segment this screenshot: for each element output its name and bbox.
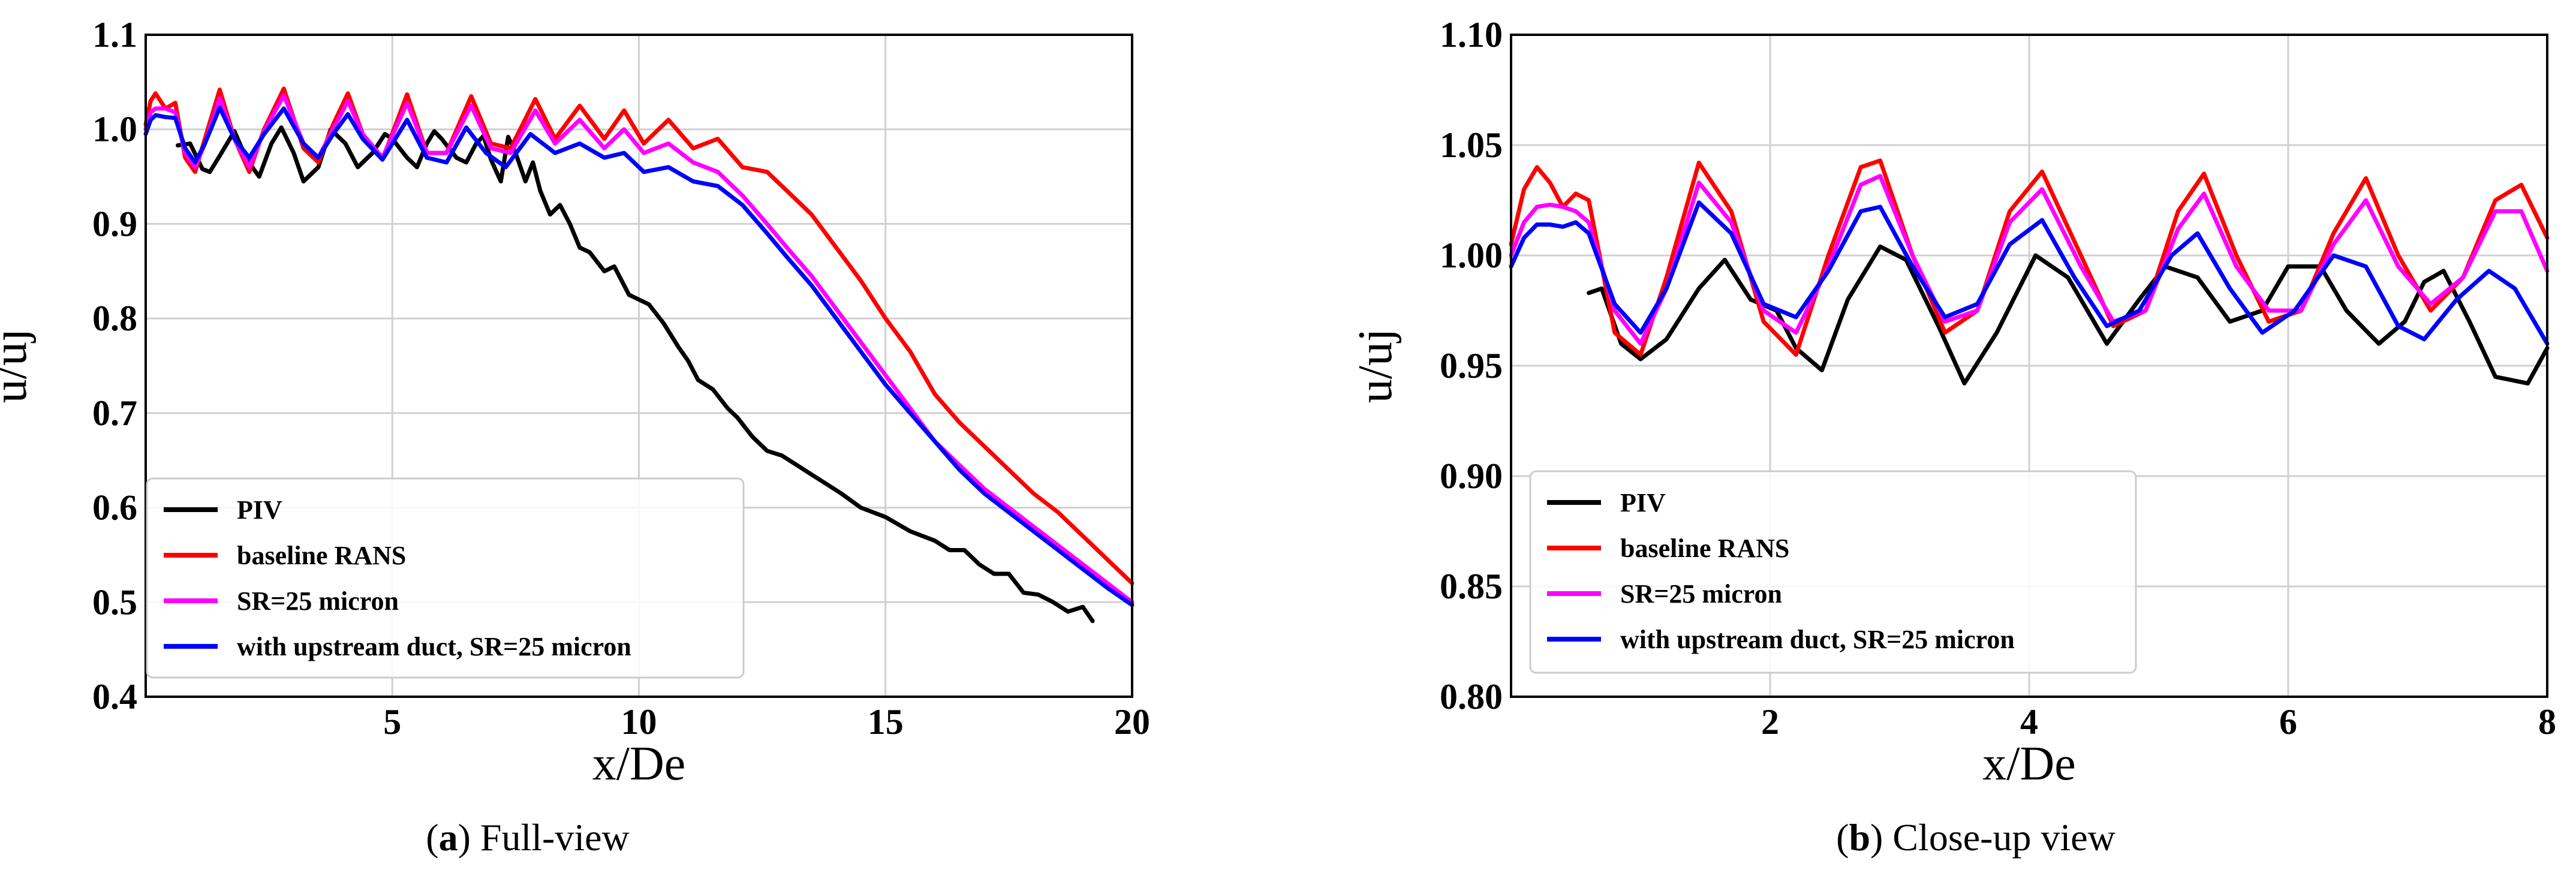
legend-label: PIV bbox=[1620, 488, 1666, 517]
y-tick-label: 1.10 bbox=[1440, 15, 1503, 55]
y-tick-label: 1.0 bbox=[92, 110, 137, 149]
x-tick-label: 8 bbox=[2538, 702, 2556, 742]
plot-frame bbox=[1510, 34, 2548, 698]
y-tick-label: 1.1 bbox=[92, 15, 137, 55]
y-tick-label: 0.5 bbox=[92, 582, 137, 622]
series-line-sr-25-micron bbox=[1509, 174, 2550, 346]
caption-letter: b bbox=[1849, 816, 1870, 859]
caption-text: Full-view bbox=[480, 816, 630, 859]
y-tick-label: 0.8 bbox=[92, 299, 137, 338]
legend-box bbox=[146, 477, 745, 679]
y-tick-label: 0.7 bbox=[92, 393, 137, 433]
legend: PIV baseline RANS SR=25 micron with upstrea… bbox=[146, 477, 745, 679]
y-tick-label: 1.05 bbox=[1440, 125, 1503, 165]
legend-label: baseline RANS bbox=[237, 541, 406, 570]
y-tick-label: 0.6 bbox=[92, 488, 137, 528]
caption-text: Close-up view bbox=[1892, 816, 2115, 859]
x-tick-label: 20 bbox=[1114, 702, 1150, 742]
figure-caption: (b) Close-up view bbox=[1836, 816, 2115, 859]
legend-label: PIV bbox=[237, 495, 282, 525]
y-tick-label: 0.9 bbox=[92, 204, 137, 243]
chart-close-up-view: 0.80 0.85 0.90 0.95 1.00 1.05 1.10 2 4 6 8 x/De u/uj… bbox=[1349, 15, 2556, 859]
y-tick-label: 1.00 bbox=[1440, 236, 1503, 275]
y-tick-label: 0.85 bbox=[1440, 567, 1503, 606]
legend-label: baseline RANS bbox=[1620, 534, 1789, 563]
x-tick-label: 5 bbox=[383, 702, 401, 742]
legend-label: SR=25 micron bbox=[1620, 579, 1782, 609]
legend-label: with upstream duct, SR=25 micron bbox=[1620, 625, 2015, 654]
legend-label: with upstream duct, SR=25 micron bbox=[237, 632, 631, 661]
x-tick-label: 2 bbox=[1761, 702, 1779, 742]
series-line-with-upstream-duct-sr-25-micron bbox=[1509, 200, 2550, 346]
figure-caption: (a) Full-view bbox=[426, 816, 630, 859]
x-tick-label: 10 bbox=[621, 702, 657, 742]
y-axis-label: u/uj bbox=[1349, 329, 1402, 403]
legend: PIV baseline RANS SR=25 micron with upstrea… bbox=[1529, 470, 2137, 674]
y-axis-label: u/uj bbox=[0, 329, 37, 403]
series-line-baseline-rans bbox=[1509, 158, 2550, 357]
y-tick-label: 0.4 bbox=[92, 677, 137, 717]
x-tick-label: 6 bbox=[2279, 702, 2297, 742]
series-line-piv bbox=[1587, 244, 2550, 386]
y-tick-label: 0.90 bbox=[1440, 456, 1503, 496]
caption-letter: a bbox=[439, 816, 458, 859]
y-tick-label: 0.95 bbox=[1440, 346, 1503, 386]
x-tick-label: 15 bbox=[868, 702, 904, 742]
plot-frame bbox=[145, 34, 1133, 698]
series-line-with-upstream-duct-sr-25-micron bbox=[143, 105, 1134, 607]
chart-full-view: 0.4 0.5 0.6 0.7 0.8 0.9 1.0 1.1 5 10 15 20 x/De u/uj P… bbox=[0, 15, 1150, 859]
x-axis-label: x/De bbox=[1982, 738, 2076, 790]
legend-box bbox=[1529, 470, 2137, 674]
x-tick-label: 4 bbox=[2020, 702, 2038, 742]
y-tick-label: 0.80 bbox=[1440, 677, 1503, 717]
x-axis-label: x/De bbox=[592, 738, 686, 790]
legend-label: SR=25 micron bbox=[237, 586, 399, 616]
